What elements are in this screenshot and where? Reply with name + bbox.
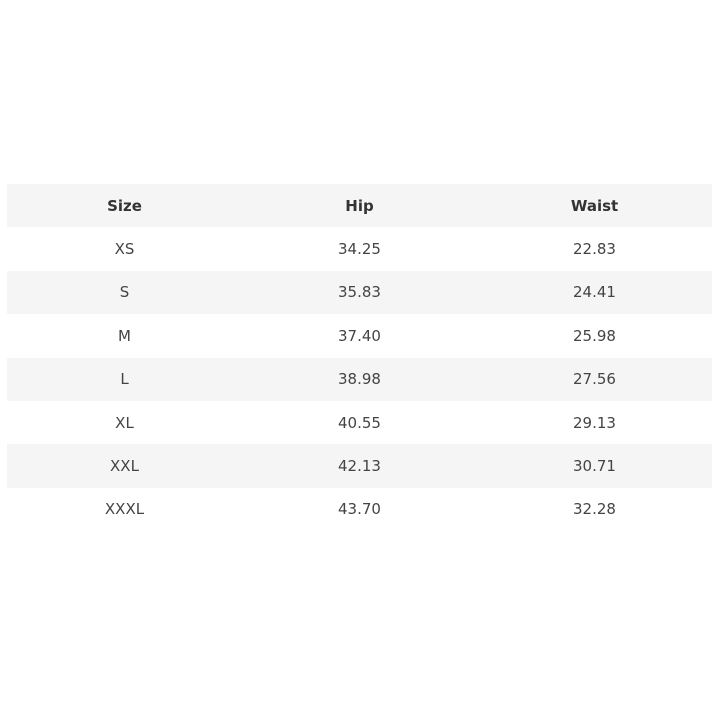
size-cell: M	[118, 326, 131, 345]
hip-cell: 37.40	[338, 326, 381, 345]
waist-cell: 29.13	[573, 413, 616, 432]
size-cell: S	[119, 283, 130, 302]
hip-cell: 34.25	[338, 240, 381, 259]
table-row: XS 34.25 22.83	[7, 227, 712, 270]
header-hip: Hip	[345, 196, 374, 215]
table-header-row: Size Hip Waist	[7, 184, 712, 228]
size-chart-table: Size Hip Waist XS 34.25 22.83 S 35.83 24.41 M 3…	[7, 184, 712, 531]
waist-cell: 27.56	[573, 370, 616, 389]
table-row: XL 40.55 29.13	[7, 401, 712, 444]
hip-cell: 43.70	[338, 500, 381, 519]
waist-cell: 22.83	[573, 240, 616, 259]
size-cell: XS	[114, 240, 135, 259]
header-size: Size	[107, 196, 142, 215]
size-cell: XXXL	[104, 500, 145, 519]
table-row: M 37.40 25.98	[7, 314, 712, 357]
waist-cell: 24.41	[573, 283, 616, 302]
table-row: XXL 42.13 30.71	[7, 444, 712, 488]
waist-cell: 30.71	[573, 457, 616, 476]
table-row: XXXL 43.70 32.28	[7, 488, 712, 531]
size-cell: L	[120, 370, 129, 389]
size-cell: XXL	[110, 457, 139, 476]
waist-cell: 25.98	[573, 326, 616, 345]
size-cell: XL	[115, 413, 134, 432]
header-waist: Waist	[570, 196, 619, 215]
waist-cell: 32.28	[573, 500, 616, 519]
hip-cell: 42.13	[338, 457, 381, 476]
hip-cell: 40.55	[338, 413, 381, 432]
hip-cell: 35.83	[338, 283, 381, 302]
hip-cell: 38.98	[338, 370, 381, 389]
table-row: S 35.83 24.41	[7, 270, 712, 315]
table-row: L 38.98 27.56	[7, 357, 712, 401]
